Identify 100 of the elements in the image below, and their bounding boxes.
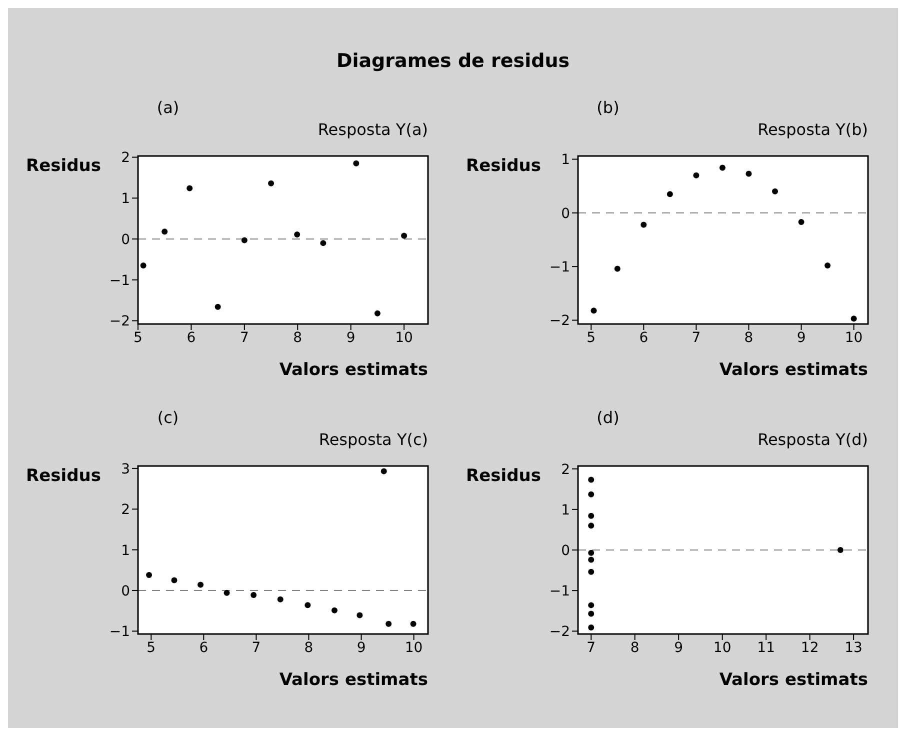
point — [356, 612, 363, 618]
point — [746, 170, 752, 177]
chart-subtitle: Resposta Y(a) — [318, 120, 428, 139]
point — [410, 620, 416, 627]
point — [666, 191, 673, 198]
y-tick-label: −1 — [549, 260, 570, 276]
y-tick-label: 0 — [561, 542, 570, 559]
chart-subtitle: Resposta Y(b) — [758, 120, 868, 139]
y-tick-label: 0 — [561, 206, 570, 222]
chart-subtitle: Resposta Y(c) — [318, 430, 428, 449]
x-tick-label: 8 — [744, 330, 754, 346]
text: Diagrames de residus — [335, 50, 571, 72]
point — [588, 602, 594, 608]
point — [320, 240, 326, 246]
chart-title: (d) — [596, 408, 620, 427]
point — [277, 596, 284, 602]
x-tick-label: 9 — [356, 640, 366, 656]
x-tick-label: 6 — [199, 640, 208, 656]
x-axis-title: Valors estimats — [279, 670, 428, 690]
x-tick-label: 12 — [800, 640, 819, 656]
point — [198, 582, 204, 588]
point — [588, 624, 594, 631]
x-tick-label: 10 — [844, 330, 863, 346]
x-tick-label: 7 — [252, 640, 261, 656]
point — [386, 620, 392, 627]
point — [850, 316, 857, 322]
point — [140, 262, 146, 269]
point — [304, 602, 311, 608]
point — [640, 222, 647, 228]
y-tick-label: 2 — [121, 502, 130, 518]
x-tick-label: 11 — [757, 640, 775, 656]
x-tick-label: 13 — [844, 640, 862, 656]
point — [268, 180, 274, 186]
y-tick-label: 3 — [121, 461, 130, 478]
chart-title: (b) — [596, 98, 620, 117]
point — [588, 550, 594, 556]
y-tick-label: −2 — [109, 314, 130, 330]
x-axis-title: Valors estimats — [719, 360, 868, 380]
y-tick-label: 0 — [121, 583, 130, 600]
point — [588, 568, 594, 575]
x-tick-label: 7 — [692, 330, 701, 346]
y-axis-title: Residus — [466, 466, 541, 486]
y-axis-title: Residus — [26, 466, 101, 486]
point — [719, 164, 726, 171]
x-tick-label: 8 — [293, 330, 302, 346]
point — [146, 572, 152, 578]
x-tick-label: 5 — [586, 330, 596, 346]
point — [772, 188, 778, 194]
x-tick-label: 9 — [674, 640, 684, 656]
y-axis-title: Residus — [466, 156, 541, 176]
point — [380, 468, 387, 474]
x-tick-label: 7 — [240, 330, 249, 346]
y-tick-label: −1 — [109, 272, 130, 289]
y-tick-label: 2 — [561, 462, 570, 478]
point — [588, 491, 594, 498]
x-tick-label: 9 — [796, 330, 806, 346]
point — [693, 172, 700, 178]
x-tick-label: 6 — [639, 330, 648, 346]
chart-subtitle: Resposta Y(d) — [758, 430, 868, 449]
point — [588, 512, 594, 519]
point — [837, 547, 844, 553]
point — [798, 219, 804, 226]
point — [588, 522, 594, 529]
x-tick-label: 10 — [404, 640, 423, 656]
point — [588, 476, 594, 483]
point — [588, 610, 594, 617]
y-tick-label: 1 — [561, 152, 570, 168]
point — [186, 185, 193, 192]
y-tick-label: −1 — [109, 624, 130, 640]
x-axis-title: Valors estimats — [279, 360, 428, 380]
x-tick-label: 6 — [186, 330, 196, 346]
y-tick-label: −2 — [549, 313, 570, 330]
point — [294, 231, 300, 238]
x-tick-label: 9 — [346, 330, 356, 346]
y-tick-label: 2 — [121, 150, 130, 166]
y-tick-label: −2 — [549, 624, 570, 640]
y-tick-label: −1 — [549, 584, 570, 600]
x-tick-label: 7 — [586, 640, 596, 656]
x-tick-label: 10 — [713, 640, 732, 656]
x-tick-label: 8 — [630, 640, 640, 656]
point — [171, 577, 178, 584]
point — [374, 310, 380, 316]
point — [241, 237, 248, 244]
y-axis-title: Residus — [26, 156, 101, 176]
y-tick-label: 1 — [121, 542, 130, 559]
y-tick-label: 0 — [121, 232, 130, 248]
point — [824, 262, 831, 268]
x-tick-label: 5 — [134, 330, 142, 346]
point — [331, 607, 338, 614]
point — [588, 556, 594, 563]
x-tick-label: 5 — [146, 640, 156, 656]
x-tick-label: 8 — [304, 640, 314, 656]
point — [614, 266, 620, 272]
point — [214, 304, 221, 310]
point — [250, 592, 257, 598]
point — [401, 232, 408, 239]
point — [353, 160, 360, 166]
y-tick-label: 1 — [121, 191, 130, 208]
point — [590, 308, 597, 314]
x-axis-title: Valors estimats — [719, 670, 868, 690]
